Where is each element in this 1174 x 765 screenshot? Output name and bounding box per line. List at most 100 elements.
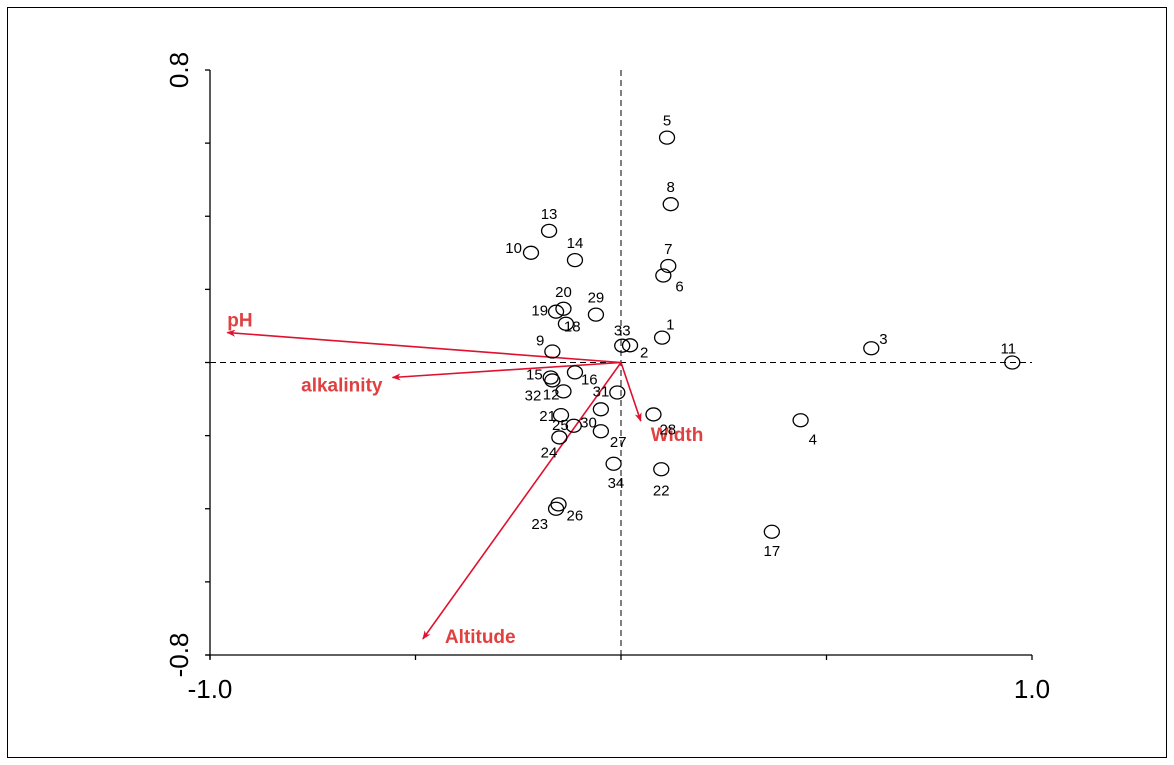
site-point-9: 9 (536, 333, 561, 359)
site-marker-32 (544, 373, 561, 388)
site-marker-27 (592, 424, 610, 439)
site-point-4: 4 (792, 413, 817, 448)
site-point-20: 20 (555, 284, 572, 316)
y-tick-label: 0.8 (164, 52, 194, 88)
vector-alkalinity-label: alkalinity (301, 375, 383, 396)
site-point-27: 27 (592, 424, 627, 451)
site-label-18: 18 (564, 319, 581, 336)
site-label-25: 25 (552, 417, 569, 434)
site-label-11: 11 (1000, 341, 1016, 358)
site-point-1: 1 (653, 317, 674, 345)
site-label-32: 32 (525, 387, 542, 404)
site-marker-5 (658, 130, 676, 145)
site-label-15: 15 (526, 366, 543, 383)
site-point-6: 6 (655, 268, 684, 295)
site-point-24: 24 (541, 430, 568, 461)
site-point-12: 12 (543, 384, 572, 403)
site-marker-1 (653, 330, 671, 345)
site-point-16: 16 (566, 365, 598, 388)
site-label-22: 22 (653, 482, 670, 499)
site-point-30: 30 (580, 402, 610, 431)
site-point-33: 33 (614, 323, 631, 353)
site-point-18: 18 (557, 316, 581, 336)
site-label-26: 26 (567, 507, 584, 524)
site-label-34: 34 (608, 475, 625, 492)
site-marker-13 (540, 223, 558, 239)
site-marker-17 (763, 524, 780, 539)
site-marker-9 (544, 344, 561, 359)
x-tick-label: 1.0 (1014, 674, 1050, 704)
site-label-12: 12 (543, 386, 560, 403)
site-label-17: 17 (763, 543, 780, 560)
site-point-3: 3 (863, 331, 888, 356)
site-marker-29 (587, 307, 605, 322)
site-point-25: 25 (552, 417, 582, 434)
site-point-31: 31 (593, 383, 626, 400)
site-marker-20 (555, 301, 572, 316)
site-marker-8 (662, 197, 679, 212)
site-point-15: 15 (526, 366, 559, 385)
site-marker-25 (565, 418, 582, 433)
site-point-7: 7 (660, 241, 677, 274)
site-marker-34 (605, 456, 622, 471)
site-label-20: 20 (555, 284, 572, 301)
vector-altitude-arrow (422, 362, 622, 640)
site-marker-10 (522, 245, 540, 260)
site-marker-11 (1004, 355, 1021, 370)
site-marker-26 (550, 497, 567, 512)
site-point-13: 13 (540, 206, 558, 239)
site-point-8: 8 (662, 179, 679, 212)
site-point-26: 26 (550, 497, 584, 524)
site-point-5: 5 (658, 113, 676, 145)
site-point-14: 14 (566, 235, 584, 268)
site-label-23: 23 (531, 516, 548, 533)
site-marker-31 (609, 385, 626, 400)
site-label-31: 31 (593, 383, 610, 400)
site-marker-19 (547, 304, 565, 319)
site-marker-4 (792, 413, 809, 428)
site-marker-28 (645, 407, 662, 422)
site-label-1: 1 (666, 317, 674, 334)
site-label-2: 2 (640, 344, 648, 361)
site-label-14: 14 (567, 235, 584, 252)
x-tick-label: -1.0 (188, 674, 233, 704)
site-marker-21 (552, 407, 570, 423)
site-marker-30 (592, 402, 610, 417)
vector-altitude-label: Altitude (445, 627, 516, 648)
site-marker-12 (555, 384, 572, 399)
site-point-17: 17 (763, 524, 780, 560)
site-point-22: 22 (653, 462, 670, 499)
vector-width-arrow (620, 362, 642, 422)
site-marker-18 (557, 316, 575, 331)
site-label-30: 30 (580, 414, 597, 431)
vector-width: Width (620, 362, 704, 446)
site-marker-14 (566, 252, 584, 268)
site-marker-2 (621, 338, 639, 353)
site-marker-6 (655, 268, 672, 283)
site-marker-22 (653, 462, 670, 477)
site-label-13: 13 (541, 206, 558, 223)
site-point-34: 34 (605, 456, 625, 492)
site-label-28: 28 (659, 421, 676, 438)
site-label-29: 29 (588, 290, 605, 307)
vector-width-label: Width (651, 425, 704, 446)
site-label-33: 33 (614, 323, 631, 340)
site-label-16: 16 (581, 371, 598, 388)
site-point-29: 29 (587, 290, 605, 322)
vector-alkalinity: alkalinity (301, 361, 622, 396)
site-point-11: 11 (1000, 341, 1021, 370)
site-marker-24 (551, 430, 568, 445)
site-label-9: 9 (536, 333, 544, 350)
vector-ph-label: pH (227, 311, 252, 332)
site-label-4: 4 (809, 431, 817, 448)
site-point-21: 21 (539, 407, 570, 425)
site-point-28: 28 (645, 407, 676, 438)
site-point-19: 19 (531, 303, 565, 320)
site-label-10: 10 (505, 240, 522, 257)
vector-altitude: Altitude (422, 362, 622, 648)
site-marker-33 (614, 338, 631, 353)
site-label-5: 5 (663, 113, 671, 130)
site-point-10: 10 (505, 240, 540, 260)
